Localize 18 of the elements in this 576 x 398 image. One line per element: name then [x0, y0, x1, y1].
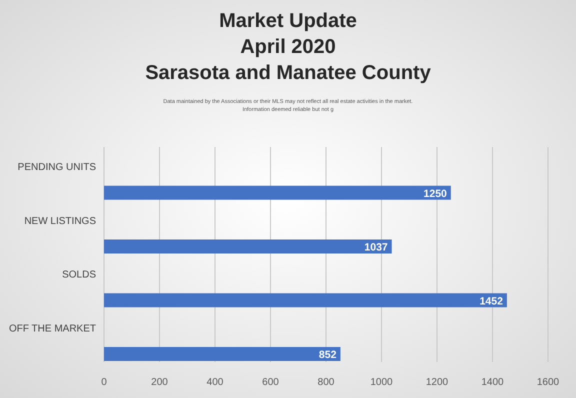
- x-tick-label: 400: [206, 377, 224, 388]
- x-tick-label: 1000: [370, 377, 394, 388]
- x-tick-label: 0: [101, 377, 108, 388]
- data-label: 852: [318, 349, 337, 361]
- x-tick-label: 200: [151, 377, 168, 388]
- y-tick-label: NEW LISTINGS: [24, 216, 96, 227]
- data-label: 1250: [424, 188, 448, 200]
- y-tick-label: OFF THE MARKET: [8, 323, 96, 334]
- y-tick-label: PENDING UNITS: [18, 162, 96, 173]
- x-tick-label: 1200: [426, 377, 449, 388]
- x-tick-label: 1600: [536, 377, 560, 388]
- data-label: 1037: [364, 242, 388, 254]
- x-tick-label: 800: [318, 377, 335, 388]
- data-label: 1452: [480, 295, 504, 308]
- y-tick-label: SOLDS: [62, 270, 96, 280]
- x-tick-label: 600: [262, 377, 280, 388]
- chart-title: Market Update April 2020 Sarasota and Manatee County: [145, 10, 432, 84]
- x-tick-label: 1400: [481, 377, 504, 388]
